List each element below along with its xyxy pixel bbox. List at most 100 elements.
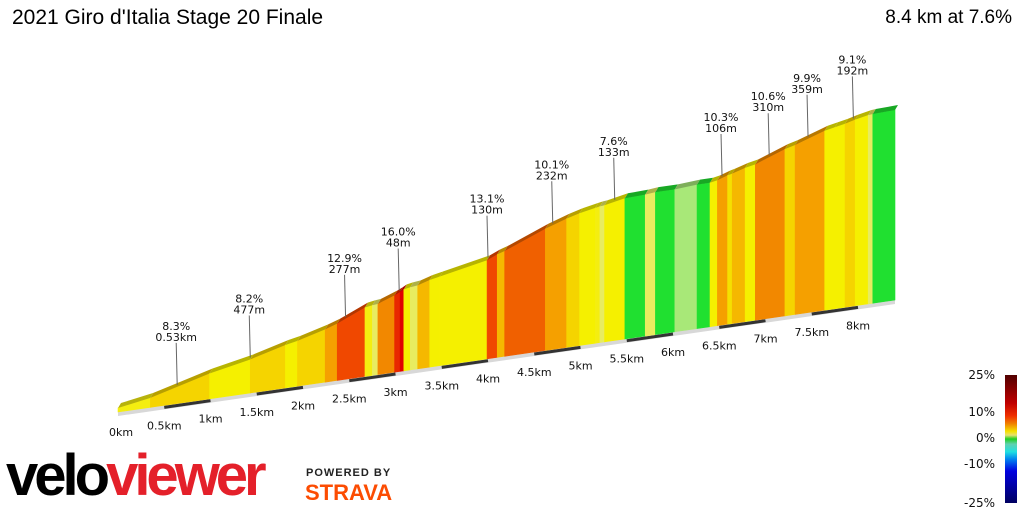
gradient-segment (731, 167, 746, 324)
x-tick-label: 6.5km (702, 339, 737, 352)
gradient-segment (784, 144, 796, 317)
x-tick-label: 5km (568, 359, 592, 372)
gradient-segment (872, 109, 896, 304)
profile-top-ridge (755, 144, 788, 165)
gradient-segment (717, 174, 728, 326)
profile-top-ridge (377, 290, 398, 304)
gradient-segment (545, 218, 567, 351)
gradient-segment (429, 276, 441, 368)
profile-top-ridge (504, 223, 549, 252)
gradient-segment (594, 206, 601, 344)
profile-top-ridge (364, 300, 376, 308)
profile-top-ridge (697, 177, 713, 185)
profile-top-ridge (400, 284, 407, 292)
annotation-grade: 7.6% (600, 135, 628, 148)
profile-top-ridge (403, 282, 414, 290)
gradient-segment (496, 250, 505, 358)
gradient-segment (755, 148, 786, 321)
gradient-segment (377, 294, 395, 375)
annotation-grade: 9.9% (793, 72, 821, 85)
annotation-length: 359m (791, 83, 823, 96)
profile-top-ridge (439, 255, 491, 277)
gradient-segment (324, 323, 338, 383)
powered-by-label: POWERED BY (306, 467, 392, 479)
gradient-segment (696, 182, 711, 329)
profile-top-ridge (497, 246, 508, 255)
distance-marker-bar (811, 305, 859, 316)
legend-label: -25% (963, 496, 995, 510)
x-tick-label: 8km (846, 319, 870, 332)
profile-top-ridge (325, 318, 341, 330)
distance-marker-bar (256, 385, 304, 396)
legend-label: 10% (968, 405, 995, 419)
annotation-leader-line (248, 315, 251, 358)
profile-top-ridge (745, 159, 759, 168)
gradient-segment (399, 288, 405, 372)
gradient-segment (285, 340, 298, 389)
annotation-leader-line (486, 215, 489, 258)
profile-top-ridge (868, 108, 876, 116)
profile-top-ridge (429, 271, 443, 281)
profile-top-ridge (337, 302, 368, 324)
profile-top-ridge (487, 249, 501, 261)
x-tick-label: 2km (291, 399, 315, 412)
annotation-grade: 10.3% (704, 111, 739, 124)
profile-top-ridge (834, 118, 849, 128)
annotation-length: 133m (598, 146, 630, 159)
annotation-leader-line (551, 181, 554, 224)
profile-top-ridge (624, 189, 649, 199)
profile-top-ridge (285, 335, 301, 345)
annotation-grade: 8.3% (162, 320, 190, 333)
annotation-grade: 16.0% (381, 226, 416, 239)
x-tick-label: 4km (476, 373, 500, 386)
annotation-length: 130m (471, 204, 503, 217)
x-tick-label: 0.5km (147, 419, 182, 432)
logo-velo: velo (6, 443, 110, 508)
annotation-length: 192m (837, 64, 869, 77)
x-tick-label: 3km (383, 386, 407, 399)
gradient-segment (599, 204, 605, 343)
legend-label: 0% (975, 431, 995, 445)
profile-top-ridge (150, 368, 213, 398)
gradient-segment (709, 179, 718, 328)
gradient-segment (867, 113, 874, 305)
legend-label: -10% (963, 457, 995, 471)
annotation-length: 277m (329, 263, 361, 276)
profile-top-ridge (795, 125, 828, 145)
profile-top-ridge (855, 110, 872, 120)
profile-top-ridge (845, 114, 859, 124)
profile-top-ridge (599, 200, 608, 207)
profile-top-ridge (727, 168, 736, 176)
gradient-segment (409, 285, 419, 371)
profile-top-ridge (595, 201, 603, 208)
x-tick-label: 7.5km (794, 326, 829, 339)
profile-top-ridge (118, 392, 154, 408)
gradient-segment (364, 304, 373, 377)
profile-top-ridge (604, 193, 628, 206)
x-tick-label: 3.5km (424, 379, 459, 392)
x-tick-label: 7km (753, 333, 777, 346)
gradient-segment (417, 279, 431, 370)
gradient-segment (394, 291, 401, 373)
baseline-strip (118, 300, 895, 416)
annotation-grade: 9.1% (838, 53, 866, 66)
distance-marker-bar (349, 372, 396, 383)
annotation-grade: 10.6% (751, 90, 786, 103)
annotation-length: 310m (752, 101, 784, 114)
annotation-length: 477m (233, 303, 265, 316)
gradient-segment (504, 228, 546, 357)
annotation-leader-line (175, 342, 178, 385)
annotation-length: 0.53km (155, 331, 197, 344)
profile-top-ridge (717, 170, 731, 181)
profile-top-ridge (732, 162, 749, 174)
chart-title: 2021 Giro d'Italia Stage 20 Finale (12, 6, 324, 29)
distance-marker-bar (626, 332, 674, 343)
gradient-segment (403, 286, 411, 372)
profile-top-ridge (645, 187, 659, 195)
gradient-segment (727, 173, 733, 325)
annotation-leader-line (397, 248, 400, 291)
gradient-segment (486, 253, 498, 360)
gradient-segment (372, 303, 379, 376)
annotation-leader-line (851, 76, 854, 119)
